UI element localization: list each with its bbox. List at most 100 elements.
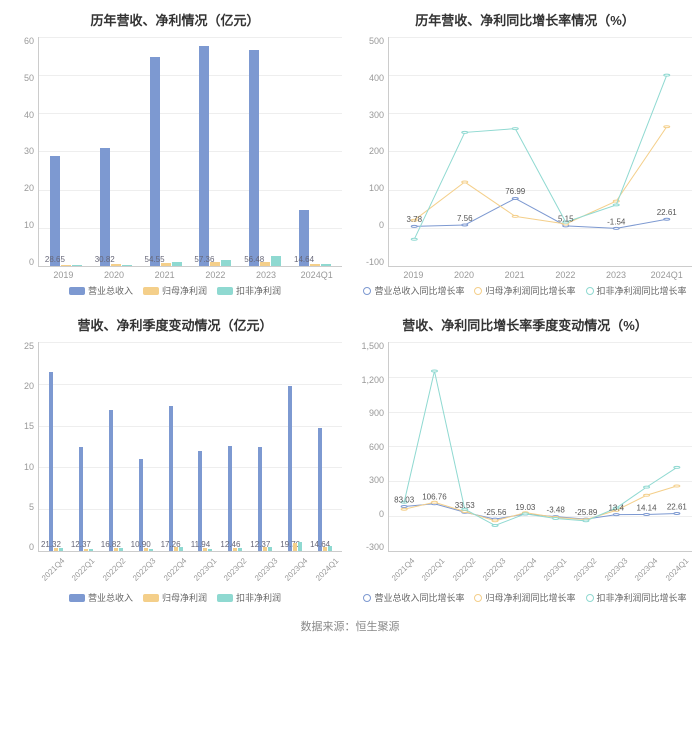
bar-group: 54.55 — [141, 57, 191, 266]
label-layer: 3.787.5676.995.15-1.5422.61 — [389, 37, 692, 266]
y-axis: 6050403020100 — [8, 37, 38, 267]
bar — [111, 264, 121, 266]
bar-group: 14.64 — [290, 210, 340, 266]
bar: 56.48 — [249, 50, 259, 267]
bar — [203, 548, 207, 551]
y-axis: 2520151050 — [8, 342, 38, 552]
bar-group: 16.82 — [101, 410, 131, 551]
bar-group: 17.26 — [161, 406, 191, 551]
bar — [298, 542, 302, 551]
plot-area: 83.03 106.76 33.53 -25.56 19.03 -3.48 -25.89 13… — [388, 342, 692, 552]
bar: 10.90 — [139, 459, 143, 551]
bar: 14.64 — [299, 210, 309, 266]
bar-group: 30.82 — [91, 148, 141, 266]
bar-group: 12.37 — [71, 447, 101, 551]
bar-group: 56.48 — [240, 50, 290, 267]
point-label: -25.56 — [484, 508, 507, 517]
x-axis: 201920202021202220232024Q1 — [38, 270, 342, 280]
point-label: 5.15 — [558, 215, 574, 224]
label-layer: 83.03 106.76 33.53 -25.56 19.03 -3.48 -25.89 13… — [389, 342, 692, 551]
bar: 54.55 — [150, 57, 160, 266]
bar: 57.36 — [199, 46, 209, 266]
bar — [119, 548, 123, 551]
bar-group: 11.94 — [191, 451, 221, 551]
point-label: 13.4 — [608, 503, 624, 512]
bar — [321, 264, 331, 266]
bar-group: 14.64 — [310, 428, 340, 551]
bar-group: 57.36 — [190, 46, 240, 266]
bar — [172, 262, 182, 266]
point-label: 3.78 — [406, 215, 422, 224]
point-label: -1.54 — [607, 217, 626, 226]
bar: 12.46 — [228, 446, 232, 551]
panel-annual-growth: 历年营收、净利同比增长率情况（%）5004003002001000-1003.7… — [350, 0, 700, 305]
point-label: -25.89 — [575, 508, 598, 517]
bar — [89, 549, 93, 551]
bar — [238, 548, 242, 551]
point-label: -3.48 — [547, 505, 566, 514]
legend-item: 营业总收入同比增长率 — [363, 591, 464, 604]
bar: 16.82 — [109, 410, 113, 551]
bar-group: 21.32 — [41, 372, 71, 551]
legend-item: 归母净利润 — [143, 591, 207, 604]
chart-title: 营收、净利季度变动情况（亿元） — [8, 315, 342, 334]
legend-item: 营业总收入 — [69, 591, 133, 604]
bar — [260, 262, 270, 266]
bar-group: 12.37 — [250, 447, 280, 551]
bar — [271, 256, 281, 266]
plot-area: 21.32 12.37 16.82 10.90 17.26 11.94 12.46 12.37… — [38, 342, 342, 552]
bar — [84, 549, 88, 551]
bar: 11.94 — [198, 451, 202, 551]
point-label: 76.99 — [505, 187, 526, 196]
legend-item: 归母净利润同比增长率 — [474, 284, 575, 297]
chart-title: 历年营收、净利同比增长率情况（%） — [358, 10, 692, 29]
legend-item: 营业总收入 — [69, 284, 133, 297]
bar — [323, 547, 327, 551]
bar: 17.26 — [169, 406, 173, 551]
bar: 21.32 — [49, 372, 53, 551]
panel-quarterly-growth: 营收、净利同比增长率季度变动情况（%） 1,5001,2009006003000-… — [350, 305, 700, 610]
bar — [59, 548, 63, 551]
data-source-footer: 数据来源：恒生聚源 — [0, 610, 700, 646]
bar — [263, 547, 267, 551]
y-axis: 1,5001,2009006003000-300 — [358, 342, 388, 552]
point-label: 22.61 — [667, 502, 688, 511]
point-label: 7.56 — [457, 214, 473, 223]
legend: 营业总收入归母净利润扣非净利润 — [8, 284, 342, 297]
panel-quarterly-revenue: 营收、净利季度变动情况（亿元） 2520151050 21.32 12.37 16.82… — [0, 305, 350, 610]
bar — [328, 546, 332, 551]
bar-value-label: 30.82 — [85, 255, 125, 264]
bar — [310, 264, 320, 266]
legend: 营业总收入归母净利润扣非净利润 — [8, 591, 342, 604]
bar-group: 12.46 — [220, 446, 250, 551]
legend-item: 营业总收入同比增长率 — [363, 284, 464, 297]
plot-area: 3.787.5676.995.15-1.5422.61 — [388, 37, 692, 267]
panel-annual-revenue: 历年营收、净利情况（亿元）605040302010028.6530.8254.5… — [0, 0, 350, 305]
bar: 30.82 — [100, 148, 110, 266]
bar — [72, 265, 82, 266]
bar — [54, 548, 58, 551]
point-label: 33.53 — [455, 501, 476, 510]
bar — [208, 549, 212, 551]
point-label: 83.03 — [394, 495, 415, 504]
bar — [268, 547, 272, 551]
bar — [233, 548, 237, 551]
legend-item: 扣非净利润同比增长率 — [586, 591, 687, 604]
chart-title: 营收、净利同比增长率季度变动情况（%） — [358, 315, 692, 334]
bar — [144, 548, 148, 551]
point-label: 106.76 — [422, 493, 447, 502]
x-axis: 2021Q42022Q12022Q22022Q32022Q42023Q12023… — [38, 555, 342, 574]
bar: 14.64 — [318, 428, 322, 551]
legend-item: 归母净利润同比增长率 — [474, 591, 575, 604]
point-label: 19.03 — [515, 503, 536, 512]
bar-group: 10.90 — [131, 459, 161, 551]
bar — [122, 265, 132, 266]
bar — [61, 265, 71, 266]
x-axis: 201920202021202220232024Q1 — [388, 270, 692, 280]
bar — [174, 547, 178, 551]
chart-title: 历年营收、净利情况（亿元） — [8, 10, 342, 29]
legend-item: 扣非净利润 — [217, 284, 281, 297]
chart-grid: 历年营收、净利情况（亿元）605040302010028.6530.8254.5… — [0, 0, 700, 610]
x-axis: 2021Q42022Q12022Q22022Q32022Q42023Q12023… — [388, 555, 692, 574]
bar — [293, 543, 297, 551]
